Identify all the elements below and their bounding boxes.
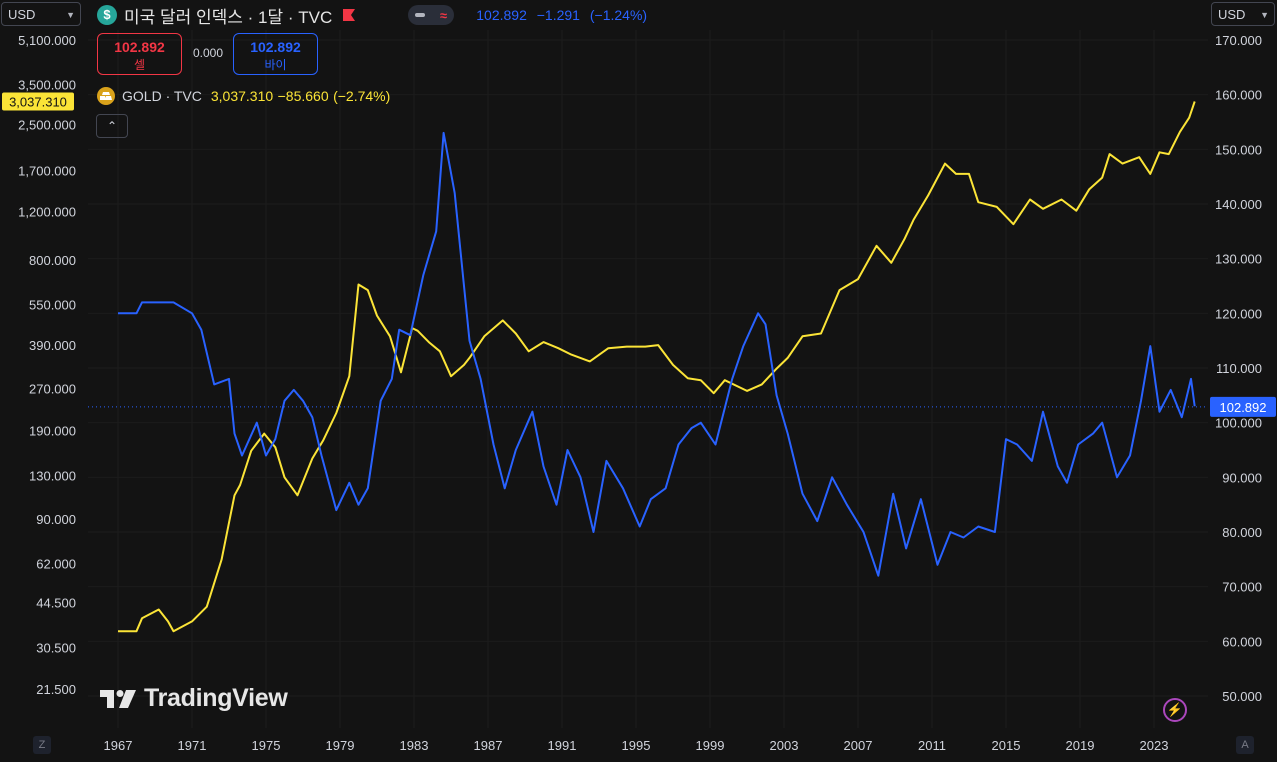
dxy-last: 102.892	[476, 7, 527, 23]
right-price-axis[interactable]: 170.000 160.000 150.000 140.000 130.000 120.0…	[1215, 33, 1262, 704]
dollar-badge-icon: $	[97, 5, 117, 25]
left-tick-label: 44.500	[36, 596, 76, 611]
right-tick-label: 160.000	[1215, 88, 1262, 103]
currency-select-right[interactable]: USD ▼	[1211, 2, 1275, 26]
time-tick-label: 1971	[178, 738, 207, 753]
sell-button[interactable]: 102.892 셀	[97, 33, 182, 75]
toggle-icon[interactable]: ≈	[408, 5, 455, 25]
flag-icon[interactable]	[342, 8, 356, 22]
left-tick-label: 1,700.000	[18, 163, 76, 178]
time-tick-label: 1987	[474, 738, 503, 753]
lightning-icon[interactable]: ⚡	[1163, 698, 1187, 722]
buy-label: 바이	[264, 58, 287, 72]
chevron-down-icon: ▼	[1260, 10, 1269, 20]
zoom-reset-button[interactable]: Z	[33, 736, 51, 754]
dxy-change: −1.291	[536, 7, 580, 23]
left-tick-label: 190.000	[29, 423, 76, 438]
time-tick-label: 2015	[992, 738, 1021, 753]
right-tick-label: 70.000	[1222, 580, 1262, 595]
grid-lines	[88, 30, 1208, 728]
sell-price: 102.892	[114, 39, 165, 55]
left-tick-label: 3,500.000	[18, 78, 76, 93]
dxy-change-pct: (−1.24%)	[589, 7, 648, 23]
left-tick-label: 130.000	[29, 468, 76, 483]
left-price-axis[interactable]: 5,100.000 3,500.000 2,500.000 1,700.000 1,20…	[18, 33, 76, 697]
sell-label: 셀	[133, 58, 146, 72]
left-tick-label: 800.000	[29, 253, 76, 268]
gold-legend[interactable]: GOLD · TVC 3,037.310 −85.660 (−2.74%)	[97, 86, 390, 106]
gold-last: 3,037.310	[210, 88, 274, 104]
gold-change-pct: (−2.74%)	[333, 88, 391, 104]
spread-value: 0.000	[192, 46, 224, 60]
right-tick-label: 150.000	[1215, 142, 1262, 157]
gold-symbol-name[interactable]: GOLD · TVC	[122, 88, 202, 104]
time-tick-label: 1979	[326, 738, 355, 753]
buy-price: 102.892	[250, 39, 301, 55]
chevron-down-icon: ▼	[66, 10, 75, 20]
chevron-up-icon: ⌃	[106, 119, 118, 133]
gold-change: −85.660	[277, 88, 329, 104]
symbol-legend[interactable]: $ 미국 달러 인덱스 · 1달 · TVC ≈ 102.892 −1.291 …	[97, 3, 653, 27]
currency-label: USD	[1218, 7, 1246, 22]
buy-button[interactable]: 102.892 바이	[233, 33, 318, 75]
auto-scale-label: A	[1241, 739, 1249, 751]
time-tick-label: 1975	[252, 738, 281, 753]
tradingview-logo: TradingView	[100, 684, 288, 713]
left-tick-label: 30.500	[36, 641, 76, 656]
symbol-title[interactable]: 미국 달러 인덱스 · 1달 · TVC	[124, 7, 333, 27]
right-tick-label: 130.000	[1215, 252, 1262, 267]
left-tick-label: 5,100.000	[18, 33, 76, 48]
right-tick-label: 140.000	[1215, 197, 1262, 212]
right-tick-label: 80.000	[1222, 525, 1262, 540]
auto-scale-button[interactable]: A	[1236, 736, 1254, 754]
right-tick-label: 170.000	[1215, 33, 1262, 48]
time-tick-label: 2011	[918, 738, 946, 753]
gold-series-line	[118, 101, 1196, 633]
dxy-last-label: 102.892	[1220, 400, 1267, 415]
right-tick-label: 50.000	[1222, 689, 1262, 704]
currency-select-left[interactable]: USD ▼	[1, 2, 81, 26]
right-tick-label: 90.000	[1222, 470, 1262, 485]
left-tick-label: 2,500.000	[18, 118, 76, 133]
tradingview-logo-icon	[100, 689, 136, 708]
left-tick-label: 62.000	[36, 556, 76, 571]
right-tick-label: 100.000	[1215, 416, 1262, 431]
gold-last-label: 3,037.310	[9, 95, 67, 110]
time-tick-label: 1995	[622, 738, 651, 753]
right-tick-label: 60.000	[1222, 634, 1262, 649]
left-tick-label: 550.000	[29, 297, 76, 312]
gold-bars-icon	[97, 87, 115, 105]
time-tick-label: 1983	[400, 738, 429, 753]
approx-icon: ≈	[439, 7, 448, 23]
time-tick-label: 2007	[844, 738, 873, 753]
last-value-labels: 102.892 3,037.310	[2, 92, 1276, 417]
time-tick-label: 2023	[1140, 738, 1169, 753]
gold-last-label-bg	[2, 92, 74, 111]
time-tick-label: 2019	[1066, 738, 1095, 753]
dxy-series-line	[118, 131, 1196, 577]
time-tick-label: 2003	[770, 738, 799, 753]
dxy-last-label-bg	[1210, 396, 1276, 417]
series-layer	[118, 101, 1196, 633]
left-tick-label: 21.500	[36, 682, 76, 697]
time-tick-label: 1967	[104, 738, 133, 753]
minus-icon	[415, 13, 426, 17]
left-tick-label: 270.000	[29, 382, 76, 397]
zoom-reset-label: Z	[38, 739, 46, 751]
right-tick-label: 110.000	[1216, 361, 1262, 376]
brand-name: TradingView	[144, 684, 288, 712]
currency-label: USD	[8, 7, 36, 22]
left-tick-label: 90.000	[36, 512, 76, 527]
collapse-legend-button[interactable]: ⌃	[96, 114, 128, 138]
time-axis[interactable]: 1967 1971 1975 1979 1983 1987 1991 1995 1999 2003…	[104, 738, 1169, 753]
time-tick-label: 1999	[696, 738, 725, 753]
right-tick-label: 120.000	[1215, 306, 1262, 321]
time-tick-label: 1991	[548, 738, 577, 753]
left-tick-label: 1,200.000	[18, 205, 76, 220]
dxy-quote: 102.892 −1.291 (−1.24%)	[476, 7, 653, 23]
left-tick-label: 390.000	[29, 338, 76, 353]
